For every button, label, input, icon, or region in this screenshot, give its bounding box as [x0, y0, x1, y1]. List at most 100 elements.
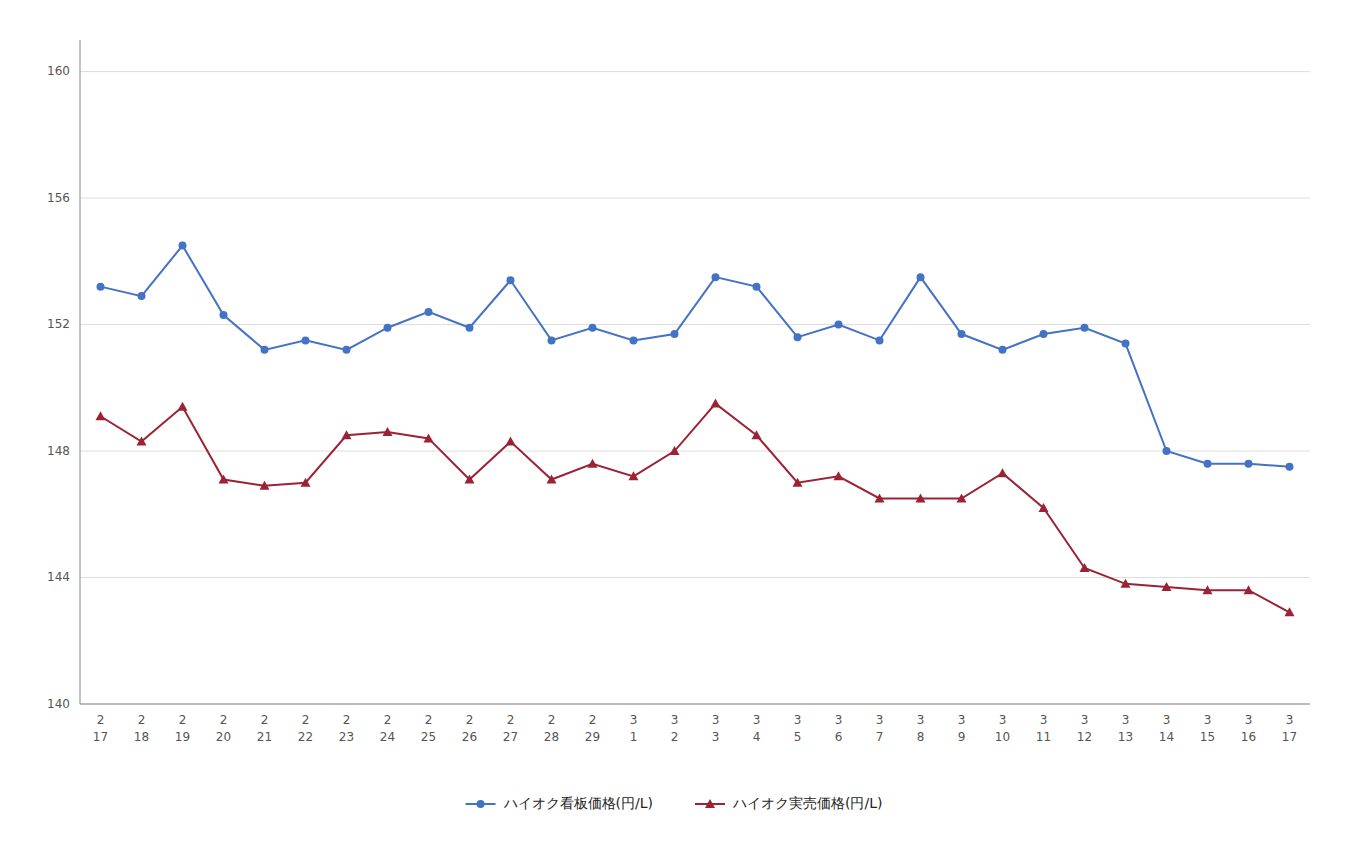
x-tick-label-day: 24	[380, 730, 395, 744]
point	[1039, 503, 1049, 512]
point	[589, 324, 597, 332]
legend: ハイオク看板価格(円/L) ハイオク実売価格(円/L)	[466, 795, 883, 811]
grid-line	[80, 198, 1310, 199]
x-tick-label-day: 14	[1159, 730, 1174, 744]
x-tick-label-month: 3	[1245, 713, 1253, 727]
point	[260, 481, 270, 490]
point	[670, 446, 680, 455]
x-tick-label-day: 15	[1200, 730, 1215, 744]
point	[835, 321, 843, 329]
x-axis: 2172182192202212222232242252262272282293…	[93, 713, 1297, 744]
point	[875, 493, 885, 502]
point	[466, 324, 474, 332]
x-tick-label-month: 3	[1163, 713, 1171, 727]
x-tick-label-day: 28	[544, 730, 559, 744]
x-tick-label-day: 2	[671, 730, 679, 744]
point	[1244, 585, 1254, 594]
x-tick-label-day: 17	[1282, 730, 1297, 744]
x-tick-label-month: 3	[917, 713, 925, 727]
x-tick-label-month: 2	[425, 713, 433, 727]
x-tick-label-day: 5	[794, 730, 802, 744]
x-tick-label-day: 22	[298, 730, 313, 744]
point	[916, 493, 926, 502]
point	[753, 283, 761, 291]
x-tick-label-day: 8	[917, 730, 925, 744]
x-tick-label-day: 25	[421, 730, 436, 744]
x-tick-label-month: 2	[343, 713, 351, 727]
y-tick-label: 156	[47, 191, 70, 205]
x-tick-label-month: 3	[876, 713, 884, 727]
point	[342, 430, 352, 439]
grid-line	[80, 451, 1310, 452]
x-tick-label-month: 2	[384, 713, 392, 727]
x-tick-label-day: 16	[1241, 730, 1256, 744]
plot-data	[96, 242, 1295, 617]
grid-line	[80, 324, 1310, 325]
x-tick-label-day: 1	[630, 730, 638, 744]
x-tick-label-month: 3	[671, 713, 679, 727]
point	[712, 273, 720, 281]
x-tick-label-month: 3	[753, 713, 761, 727]
x-tick-label-month: 2	[589, 713, 597, 727]
x-tick-label-month: 3	[1204, 713, 1212, 727]
x-tick-label-month: 3	[958, 713, 966, 727]
point	[793, 478, 803, 487]
grid-line	[80, 577, 1310, 578]
y-tick-label: 144	[47, 570, 70, 584]
x-tick-label-month: 3	[1286, 713, 1294, 727]
point	[1080, 563, 1090, 572]
point	[1081, 324, 1089, 332]
x-tick-label-day: 23	[339, 730, 354, 744]
point	[1121, 579, 1131, 588]
legend-item: ハイオク看板価格(円/L)	[466, 795, 653, 811]
x-tick-label-day: 20	[216, 730, 231, 744]
point	[547, 475, 557, 484]
point	[588, 459, 598, 468]
point	[137, 437, 147, 446]
x-tick-label-month: 2	[261, 713, 269, 727]
x-tick-label-day: 17	[93, 730, 108, 744]
x-axis-line	[80, 704, 1310, 705]
x-tick-label-day: 3	[712, 730, 720, 744]
point	[219, 475, 229, 484]
legend-item: ハイオク実売価格(円/L)	[695, 795, 882, 811]
point	[1122, 340, 1130, 348]
point	[1040, 330, 1048, 338]
x-tick-label-day: 19	[175, 730, 190, 744]
grid-line	[80, 704, 1310, 705]
point	[548, 336, 556, 344]
x-tick-label-month: 2	[220, 713, 228, 727]
legend-marker	[477, 800, 485, 808]
x-tick-label-month: 2	[179, 713, 187, 727]
x-tick-label-month: 3	[1040, 713, 1048, 727]
x-tick-label-day: 18	[134, 730, 149, 744]
point	[301, 478, 311, 487]
x-tick-label-day: 26	[462, 730, 477, 744]
point	[1285, 607, 1295, 616]
x-tick-label-month: 2	[466, 713, 474, 727]
point	[711, 399, 721, 408]
y-tick-label: 140	[47, 697, 70, 711]
x-tick-label-month: 2	[97, 713, 105, 727]
x-tick-label-day: 9	[958, 730, 966, 744]
point	[425, 308, 433, 316]
series-line	[101, 404, 1290, 613]
x-tick-label-month: 3	[999, 713, 1007, 727]
x-tick-label-day: 10	[995, 730, 1010, 744]
x-tick-label-day: 27	[503, 730, 518, 744]
point	[383, 427, 393, 436]
point	[507, 276, 515, 284]
x-tick-label-day: 29	[585, 730, 600, 744]
y-tick-label: 160	[47, 64, 70, 78]
point	[630, 336, 638, 344]
point	[999, 346, 1007, 354]
point	[261, 346, 269, 354]
point	[794, 333, 802, 341]
grid-line	[80, 71, 1310, 72]
y-axis-line	[80, 40, 81, 704]
x-tick-label-month: 2	[548, 713, 556, 727]
point	[138, 292, 146, 300]
point	[179, 242, 187, 250]
point	[384, 324, 392, 332]
x-tick-label-month: 2	[507, 713, 515, 727]
